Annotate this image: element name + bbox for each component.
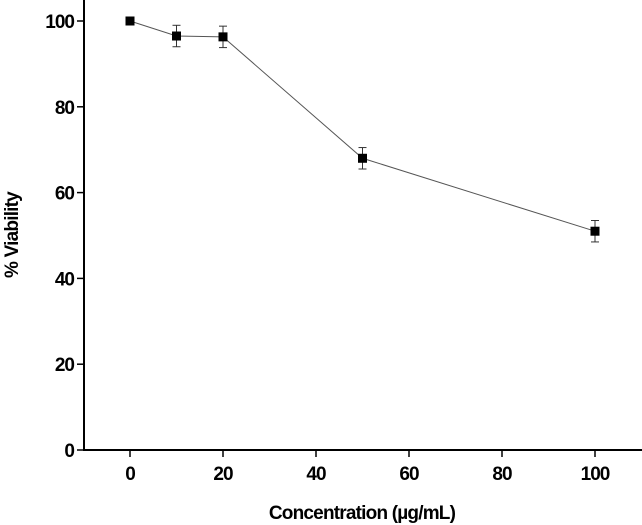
y-tick-label: 80 — [55, 98, 75, 119]
data-point — [218, 32, 228, 42]
data-series — [125, 16, 600, 243]
x-tick-label: 20 — [213, 464, 233, 485]
y-tick-label: 0 — [64, 441, 74, 462]
y-tick-label: 40 — [55, 269, 75, 290]
data-point — [125, 16, 135, 26]
x-ticks: 0 20 40 60 80 100 — [125, 450, 611, 485]
x-tick-label: 80 — [492, 464, 512, 485]
data-point — [590, 226, 600, 236]
data-point — [172, 31, 181, 41]
y-ticks: 0 20 40 60 80 100 — [45, 12, 84, 462]
y-tick-label: 20 — [55, 355, 75, 376]
series-line — [129, 20, 596, 232]
y-tick-label: 60 — [55, 184, 75, 205]
data-point — [358, 153, 367, 163]
x-tick-label: 40 — [306, 464, 326, 485]
axes — [83, 0, 642, 451]
x-tick-label: 100 — [581, 464, 610, 485]
y-axis-label: % Viability — [2, 191, 23, 278]
y-tick-label: 100 — [45, 12, 74, 33]
x-axis-label: Concentration (µg/mL) — [269, 503, 456, 524]
x-tick-label: 60 — [399, 464, 419, 485]
x-tick-label: 0 — [125, 464, 135, 485]
